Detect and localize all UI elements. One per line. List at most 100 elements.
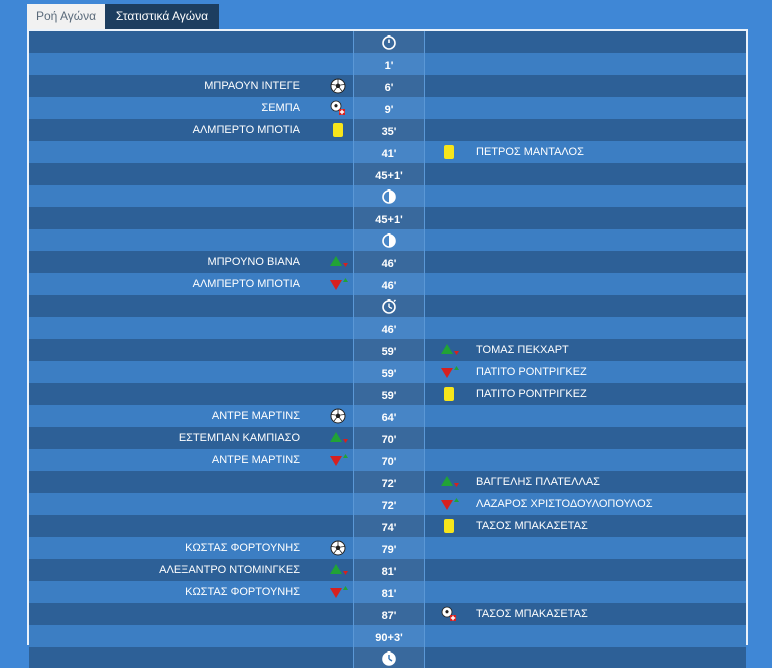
- match-events-panel: 1' ΜΠΡΑΟΥΝ ΙΝΤΕΓΕ 6' ΣΕΜΠΑ 9' ΑΛΜΠΕΡΤΟ ΜΠΟΤΙΑ…: [27, 29, 748, 668]
- second-half-icon: [381, 298, 397, 314]
- event-minute: 81': [381, 566, 397, 578]
- event-minute: 45+1': [375, 214, 403, 226]
- event-minute: 64': [381, 412, 397, 424]
- minute-cell: 6': [353, 75, 425, 97]
- home-event-cell: [29, 625, 351, 647]
- away-event-cell: ΤΑΣΟΣ ΜΠΑΚΑΣΕΤΑΣ: [425, 515, 746, 537]
- home-player-name: ΑΛΜΠΕΡΤΟ ΜΠΟΤΙΑ: [192, 278, 300, 290]
- away-event-cell: [425, 427, 746, 449]
- event-minute: 72': [381, 478, 397, 490]
- home-event-cell: ΚΩΣΤΑΣ ΦΟΡΤΟΥΝΗΣ: [29, 537, 351, 559]
- home-event-cell: [29, 163, 351, 185]
- event-minute: 41': [381, 148, 397, 160]
- away-event-cell: [425, 75, 746, 97]
- event-minute: 70': [381, 434, 397, 446]
- away-event-cell: ΤΟΜΑΣ ΠΕΚΧΑΡΤ: [425, 339, 746, 361]
- minute-cell: 9': [353, 97, 425, 119]
- minute-cell: 46': [353, 251, 425, 273]
- home-player-name: ΑΛΕΞΑΝΤΡΟ ΝΤΟΜΙΝΓΚΕΣ: [159, 564, 300, 576]
- event-minute: 6': [384, 82, 394, 94]
- minute-cell: 45+1': [353, 163, 425, 185]
- sub-out-icon: [441, 496, 459, 512]
- event-minute: 59': [381, 368, 397, 380]
- event-row: 59' ΠΑΤΙΤΟ ΡΟΝΤΡΙΓΚΕΖ: [29, 383, 746, 405]
- event-minute: 90+3': [375, 632, 403, 644]
- event-row: ΑΛΜΠΕΡΤΟ ΜΠΟΤΙΑ 35': [29, 119, 746, 141]
- event-row: [29, 31, 746, 53]
- minute-cell: [353, 229, 425, 251]
- home-event-cell: ΣΕΜΠΑ: [29, 97, 351, 119]
- away-event-cell: [425, 273, 746, 295]
- home-event-cell: ΜΠΡΟΥΝΟ ΒΙΑΝΑ: [29, 251, 351, 273]
- tab-match-stats[interactable]: Στατιστικά Αγώνα: [105, 4, 219, 29]
- event-row: 72' ΛΑΖΑΡΟΣ ΧΡΙΣΤΟΔΟΥΛΟΠΟΥΛΟΣ: [29, 493, 746, 515]
- home-event-cell: ΜΠΡΑΟΥΝ ΙΝΤΕΓΕ: [29, 75, 351, 97]
- away-event-cell: ΠΑΤΙΤΟ ΡΟΝΤΡΙΓΚΕΖ: [425, 361, 746, 383]
- minute-cell: 59': [353, 339, 425, 361]
- event-row: ΣΕΜΠΑ 9': [29, 97, 746, 119]
- home-player-name: ΑΝΤΡΕ ΜΑΡΤΙΝΣ: [211, 410, 300, 422]
- home-player-name: ΚΩΣΤΑΣ ΦΟΡΤΟΥΝΗΣ: [185, 586, 300, 598]
- event-minute: 46': [381, 324, 397, 336]
- minute-cell: [353, 31, 425, 53]
- event-row: 74' ΤΑΣΟΣ ΜΠΑΚΑΣΕΤΑΣ: [29, 515, 746, 537]
- away-event-cell: ΒΑΓΓΕΛΗΣ ΠΛΑΤΕΛΛΑΣ: [425, 471, 746, 493]
- yellow-card-icon: [441, 386, 457, 402]
- assist-icon: [441, 606, 457, 622]
- minute-cell: 64': [353, 405, 425, 427]
- minute-cell: 46': [353, 273, 425, 295]
- event-row: ΕΣΤΕΜΠΑΝ ΚΑΜΠΙΑΣΟ 70': [29, 427, 746, 449]
- event-minute: 35': [381, 126, 397, 138]
- event-row: 59' ΠΑΤΙΤΟ ΡΟΝΤΡΙΓΚΕΖ: [29, 361, 746, 383]
- assist-icon: [330, 100, 346, 116]
- sub-in-icon: [330, 254, 348, 270]
- event-row: 45+1': [29, 207, 746, 229]
- away-event-cell: [425, 449, 746, 471]
- sub-in-icon: [330, 562, 348, 578]
- home-event-cell: [29, 207, 351, 229]
- away-event-cell: [425, 251, 746, 273]
- away-event-cell: [425, 207, 746, 229]
- away-event-cell: [425, 405, 746, 427]
- home-event-cell: [29, 647, 351, 668]
- minute-cell: 79': [353, 537, 425, 559]
- away-player-name: ΒΑΓΓΕΛΗΣ ΠΛΑΤΕΛΛΑΣ: [476, 476, 600, 488]
- tab-match-flow[interactable]: Ροή Αγώνα: [27, 4, 105, 29]
- minute-cell: 72': [353, 471, 425, 493]
- minute-cell: [353, 185, 425, 207]
- yellow-card-icon: [330, 122, 346, 138]
- event-row: 46': [29, 317, 746, 339]
- event-row: 87' ΤΑΣΟΣ ΜΠΑΚΑΣΕΤΑΣ: [29, 603, 746, 625]
- tab-bar: Ροή Αγώνα Στατιστικά Αγώνα: [27, 4, 219, 29]
- sub-out-icon: [330, 584, 348, 600]
- minute-cell: 45+1': [353, 207, 425, 229]
- event-minute: 87': [381, 610, 397, 622]
- home-event-cell: [29, 603, 351, 625]
- away-player-name: ΛΑΖΑΡΟΣ ΧΡΙΣΤΟΔΟΥΛΟΠΟΥΛΟΣ: [476, 498, 653, 510]
- half-time-icon: [381, 232, 397, 248]
- away-player-name: ΤΟΜΑΣ ΠΕΚΧΑΡΤ: [476, 344, 569, 356]
- event-minute: 1': [384, 60, 394, 72]
- away-event-cell: [425, 185, 746, 207]
- home-event-cell: [29, 383, 351, 405]
- away-event-cell: [425, 317, 746, 339]
- event-row: 72' ΒΑΓΓΕΛΗΣ ΠΛΑΤΕΛΛΑΣ: [29, 471, 746, 493]
- event-minute: 72': [381, 500, 397, 512]
- sub-out-icon: [330, 452, 348, 468]
- event-row: ΜΠΡΟΥΝΟ ΒΙΑΝΑ 46': [29, 251, 746, 273]
- event-row: 90+3': [29, 625, 746, 647]
- event-minute: 59': [381, 346, 397, 358]
- home-event-cell: ΑΛΜΠΕΡΤΟ ΜΠΟΤΙΑ: [29, 119, 351, 141]
- half-time-icon: [381, 188, 397, 204]
- minute-cell: 1': [353, 53, 425, 75]
- away-event-cell: ΛΑΖΑΡΟΣ ΧΡΙΣΤΟΔΟΥΛΟΠΟΥΛΟΣ: [425, 493, 746, 515]
- minute-cell: 35': [353, 119, 425, 141]
- home-player-name: ΜΠΡΟΥΝΟ ΒΙΑΝΑ: [207, 256, 300, 268]
- full-time-icon: [381, 650, 397, 666]
- home-event-cell: [29, 53, 351, 75]
- home-event-cell: [29, 295, 351, 317]
- away-player-name: ΠΑΤΙΤΟ ΡΟΝΤΡΙΓΚΕΖ: [476, 366, 587, 378]
- away-event-cell: ΠΕΤΡΟΣ ΜΑΝΤΑΛΟΣ: [425, 141, 746, 163]
- away-event-cell: ΤΑΣΟΣ ΜΠΑΚΑΣΕΤΑΣ: [425, 603, 746, 625]
- home-event-cell: ΕΣΤΕΜΠΑΝ ΚΑΜΠΙΑΣΟ: [29, 427, 351, 449]
